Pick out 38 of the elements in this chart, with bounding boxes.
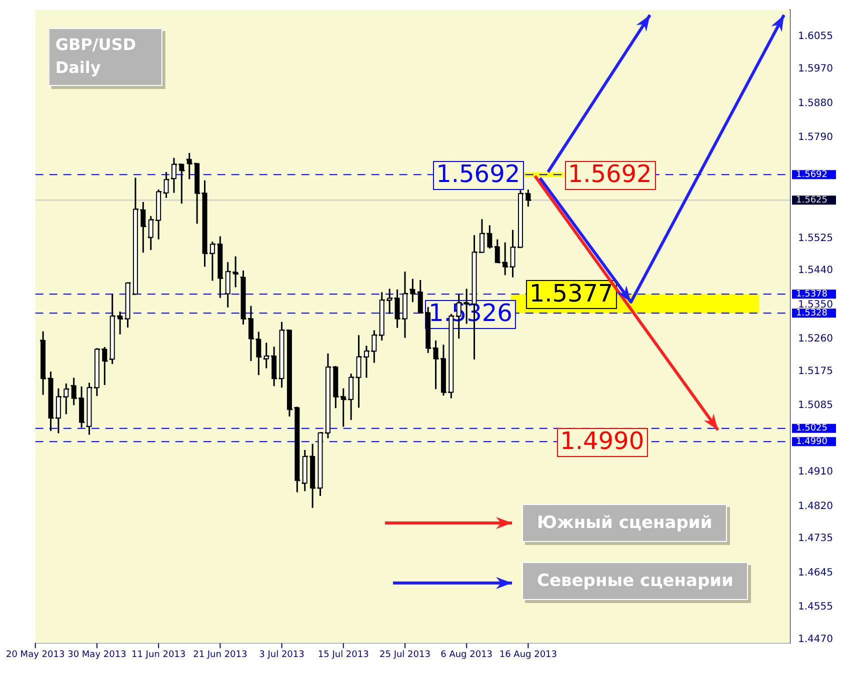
y-tick-label: 1.4470: [798, 634, 833, 645]
annotation: 1.4990: [560, 426, 644, 455]
y-tick-label: 1.5525: [798, 232, 833, 244]
y-tick-label: 1.4555: [798, 602, 833, 613]
ref-line-label: 1.5378: [796, 289, 828, 300]
text: GBP/USD: [55, 35, 136, 54]
y-tick-label: 1.4645: [798, 567, 833, 578]
y-tick-label: 1.5790: [798, 132, 833, 143]
y-tick-label: 1.5970: [798, 64, 833, 75]
text: Daily: [55, 58, 102, 78]
y-tick-label: 1.5260: [798, 334, 833, 345]
x-tick-label: 11 Jun 2013: [131, 650, 186, 660]
x-tick-label: 15 Jul 2013: [318, 650, 369, 660]
y-tick-label: 1.4735: [798, 533, 833, 544]
ref-line-label: 1.5025: [796, 424, 828, 434]
ref-line-label: 1.4990: [796, 436, 828, 447]
x-tick-label: 21 Jun 2013: [193, 650, 248, 660]
x-tick-label: 3 Jul 2013: [259, 650, 304, 660]
x-tick-label: 25 Jul 2013: [380, 650, 430, 660]
x-tick-label: 30 May 2013: [68, 650, 126, 660]
ref-line-label: 1.5625: [796, 195, 828, 206]
x-tick-label: 6 Aug 2013: [440, 650, 493, 660]
annotation: 1.5377: [529, 280, 614, 308]
ref-line-label: 1.5328: [796, 308, 828, 318]
x-tick-label: 20 May 2013: [6, 650, 65, 660]
annotation: 1.5692: [436, 160, 520, 188]
y-tick-label: 1.5085: [798, 400, 833, 412]
y-tick-label: 1.5440: [798, 265, 833, 276]
annotation: 1.5692: [568, 160, 652, 188]
annotation: Северные сценарии: [522, 562, 748, 600]
y-tick-label: 1.5175: [798, 366, 833, 377]
ref-line-label: 1.5692: [796, 170, 828, 180]
y-tick-label: 1.6055: [798, 31, 833, 42]
y-tick-label: 1.4820: [798, 500, 833, 512]
y-tick-label: 1.5880: [798, 98, 833, 109]
annotation: Южный сценарий: [522, 504, 728, 542]
x-tick-label: 16 Aug 2013: [499, 650, 558, 660]
y-tick-label: 1.4910: [798, 466, 833, 478]
